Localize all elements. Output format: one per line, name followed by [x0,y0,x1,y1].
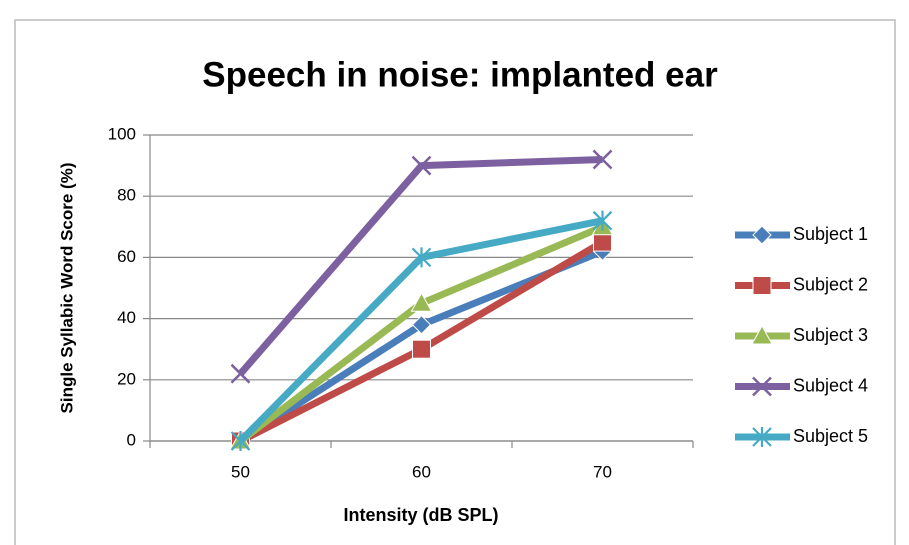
legend-label: Subject 3 [793,325,868,345]
legend-marker [751,324,773,345]
marker [411,315,432,335]
y-tick-label: 0 [127,430,136,449]
legend-label: Subject 5 [793,426,868,446]
marker [230,363,251,384]
chart-title: Speech in noise: implanted ear [202,55,718,94]
marker [410,292,433,312]
legend-label: Subject 1 [793,224,868,244]
y-tick-label: 20 [117,369,136,388]
y-tick-label: 40 [117,308,136,327]
marker [592,149,613,170]
x-tick-label: 70 [593,462,612,481]
legend-marker [752,225,772,245]
legend-label: Subject 2 [793,274,868,294]
y-axis-label: Single Syllabic Word Score (%) [57,163,76,414]
marker [592,210,613,231]
marker [411,247,432,268]
y-tick-label: 100 [108,124,136,143]
marker [593,232,612,252]
legend-marker [752,276,772,295]
marker [411,155,432,176]
x-axis-label: Intensity (dB SPL) [343,505,498,525]
marker [412,339,431,359]
x-tick-label: 60 [412,462,431,481]
legend-marker [752,376,772,397]
y-tick-label: 80 [117,186,136,205]
y-tick-label: 60 [117,247,136,266]
marker [230,431,251,451]
legend-label: Subject 4 [793,375,868,395]
x-tick-label: 50 [231,462,250,481]
legend-marker [752,427,772,447]
